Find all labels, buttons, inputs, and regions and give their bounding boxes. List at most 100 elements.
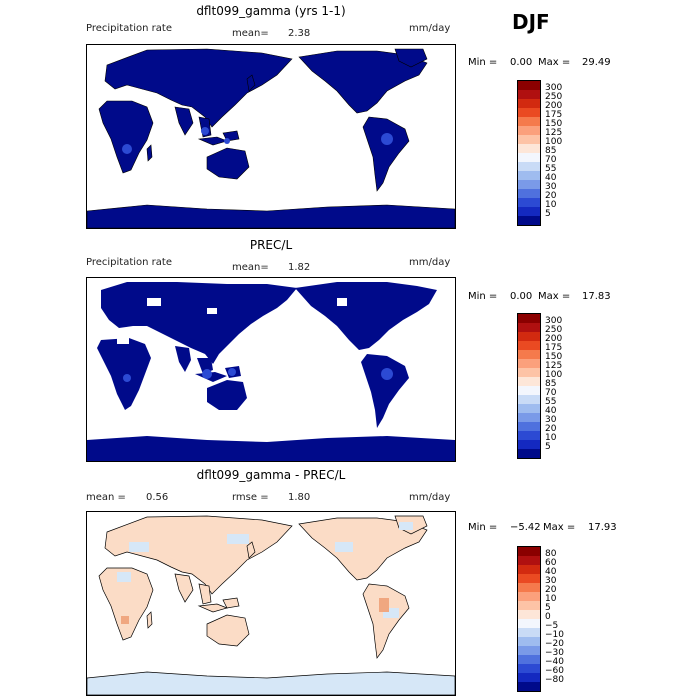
panel2-min-value: 0.00 — [510, 291, 533, 302]
colorbar-swatch — [518, 198, 540, 207]
colorbar-swatch — [518, 637, 540, 646]
panel2-colorbar-labels: 300 250 200 175 150 125 100 85 70 55 40 30 20 10 5 — [545, 313, 585, 457]
colorbar-swatch — [518, 404, 540, 413]
colorbar-swatch — [518, 207, 540, 216]
panel3-min-label: Min = — [468, 522, 498, 533]
panel2-variable-label: Precipitation rate — [86, 257, 172, 268]
colorbar-label: 10 — [545, 433, 557, 443]
colorbar-label: 5 — [545, 442, 551, 452]
colorbar-swatch — [518, 440, 540, 449]
colorbar-label: 40 — [545, 567, 557, 577]
colorbar-label: 85 — [545, 379, 557, 389]
panel1-min-label: Min = — [468, 57, 498, 68]
colorbar-swatch — [518, 628, 540, 637]
colorbar-label: 125 — [545, 361, 563, 371]
colorbar-swatch — [518, 655, 540, 664]
colorbar-label: 30 — [545, 576, 557, 586]
colorbar-label: 80 — [545, 549, 557, 559]
colorbar-swatch — [518, 547, 540, 556]
colorbar-label: 55 — [545, 164, 557, 174]
colorbar-swatch — [518, 314, 540, 323]
colorbar-swatch — [518, 431, 540, 440]
colorbar-swatch — [518, 180, 540, 189]
panel2-map — [86, 277, 456, 462]
panel1-max-label: Max = — [538, 57, 571, 68]
colorbar-swatch — [518, 610, 540, 619]
panel1-variable-label: Precipitation rate — [86, 23, 172, 34]
colorbar-swatch — [518, 153, 540, 162]
colorbar-label: 125 — [545, 128, 563, 138]
colorbar-swatch — [518, 386, 540, 395]
colorbar-swatch — [518, 413, 540, 422]
colorbar-label: −40 — [545, 657, 564, 667]
colorbar-swatch — [518, 664, 540, 673]
panel3-min-value: −5.42 — [510, 522, 541, 533]
colorbar-swatch — [518, 162, 540, 171]
colorbar-label: 85 — [545, 146, 557, 156]
colorbar-label: −80 — [545, 675, 564, 685]
panel1-mean-value: 2.38 — [288, 28, 311, 39]
colorbar-label: 250 — [545, 92, 563, 102]
colorbar-swatch — [518, 583, 540, 592]
colorbar-label: 100 — [545, 137, 563, 147]
colorbar-label: 40 — [545, 406, 557, 416]
panel1-colorbar-labels: 300 250 200 175 150 125 100 85 70 55 40 30 20 10 5 — [545, 80, 585, 224]
colorbar-label: 150 — [545, 352, 563, 362]
panel2-max-label: Max = — [538, 291, 571, 302]
colorbar-swatch — [518, 117, 540, 126]
season-label: DJF — [512, 10, 550, 34]
panel2-max-value: 17.83 — [582, 291, 611, 302]
colorbar-label: 10 — [545, 594, 557, 604]
colorbar-label: 175 — [545, 110, 563, 120]
colorbar-label: −10 — [545, 630, 564, 640]
colorbar-swatch — [518, 565, 540, 574]
colorbar-swatch — [518, 341, 540, 350]
panel1-max-value: 29.49 — [582, 57, 611, 68]
colorbar-swatch — [518, 592, 540, 601]
panel1-min-value: 0.00 — [510, 57, 533, 68]
colorbar-swatch — [518, 368, 540, 377]
panel1-mean-label: mean= — [232, 28, 269, 39]
colorbar-label: −30 — [545, 648, 564, 658]
colorbar-swatch — [518, 673, 540, 682]
colorbar-swatch — [518, 126, 540, 135]
colorbar-swatch — [518, 359, 540, 368]
colorbar-label: 70 — [545, 155, 557, 165]
colorbar-swatch — [518, 556, 540, 565]
colorbar-swatch — [518, 323, 540, 332]
colorbar-label: 100 — [545, 370, 563, 380]
colorbar-swatch — [518, 144, 540, 153]
panel3-rmse-label: rmse = — [232, 492, 269, 503]
colorbar-label: −5 — [545, 621, 559, 631]
colorbar-swatch — [518, 619, 540, 628]
panel2-title: PREC/L — [249, 238, 293, 252]
colorbar-swatch — [518, 601, 540, 610]
colorbar-label: 30 — [545, 415, 557, 425]
colorbar-swatch — [518, 646, 540, 655]
colorbar-label: 300 — [545, 83, 563, 93]
colorbar-swatch — [518, 422, 540, 431]
colorbar-label: 300 — [545, 316, 563, 326]
colorbar-label: 30 — [545, 182, 557, 192]
colorbar-label: −60 — [545, 666, 564, 676]
colorbar-swatch — [518, 395, 540, 404]
colorbar-swatch — [518, 449, 540, 458]
panel2-map-svg — [87, 282, 455, 461]
colorbar-label: 150 — [545, 119, 563, 129]
colorbar-label: 60 — [545, 558, 557, 568]
panel1-colorbar — [517, 80, 541, 226]
colorbar-swatch — [518, 332, 540, 341]
panel3-max-value: 17.93 — [588, 522, 617, 533]
colorbar-label: 55 — [545, 397, 557, 407]
colorbar-label: 20 — [545, 191, 557, 201]
colorbar-swatch — [518, 377, 540, 386]
colorbar-label: 200 — [545, 101, 563, 111]
colorbar-label: 70 — [545, 388, 557, 398]
panel2-mean-value: 1.82 — [288, 262, 311, 273]
panel2-colorbar — [517, 313, 541, 459]
colorbar-swatch — [518, 90, 540, 99]
panel3-units: mm/day — [409, 492, 451, 503]
colorbar-label: 200 — [545, 334, 563, 344]
panel2-min-label: Min = — [468, 291, 498, 302]
panel3-map — [86, 511, 456, 696]
